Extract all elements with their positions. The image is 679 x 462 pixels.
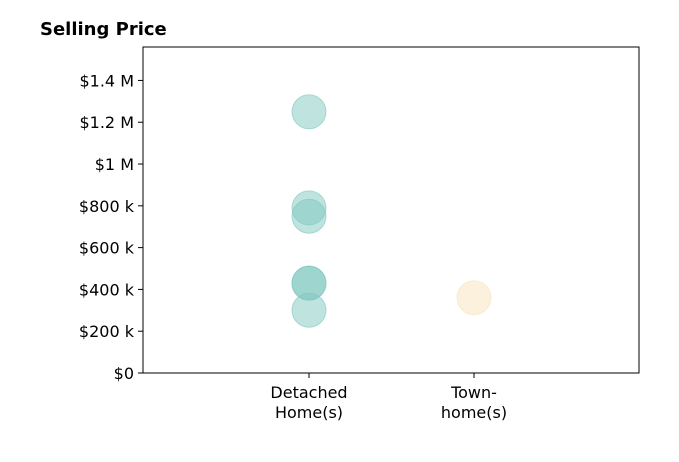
y-tick-label: $600 k bbox=[79, 239, 135, 258]
x-axis: Detached Home(s) Town-home(s) bbox=[270, 373, 507, 422]
y-tick-label: $0 bbox=[114, 364, 134, 383]
y-tick-label: $1.4 M bbox=[79, 71, 134, 90]
chart-title: Selling Price bbox=[40, 19, 167, 40]
data-point bbox=[291, 94, 327, 130]
data-point bbox=[291, 198, 327, 234]
data-point bbox=[456, 280, 492, 316]
y-tick-label: $800 k bbox=[79, 197, 135, 216]
y-tick-label: $1.2 M bbox=[79, 113, 134, 132]
y-tick-label: $400 k bbox=[79, 280, 135, 299]
y-axis: $0 $200 k $400 k $600 k $800 k $1 M $1.2 M $1.4… bbox=[79, 71, 143, 383]
y-tick-label: $1 M bbox=[95, 155, 134, 174]
plot-area bbox=[142, 46, 640, 374]
x-category-label: Detached Home(s) bbox=[270, 383, 347, 422]
x-category-label: Town-home(s) bbox=[441, 383, 507, 422]
data-points bbox=[291, 94, 492, 328]
y-tick-label: $200 k bbox=[79, 322, 135, 341]
data-point bbox=[291, 292, 327, 328]
